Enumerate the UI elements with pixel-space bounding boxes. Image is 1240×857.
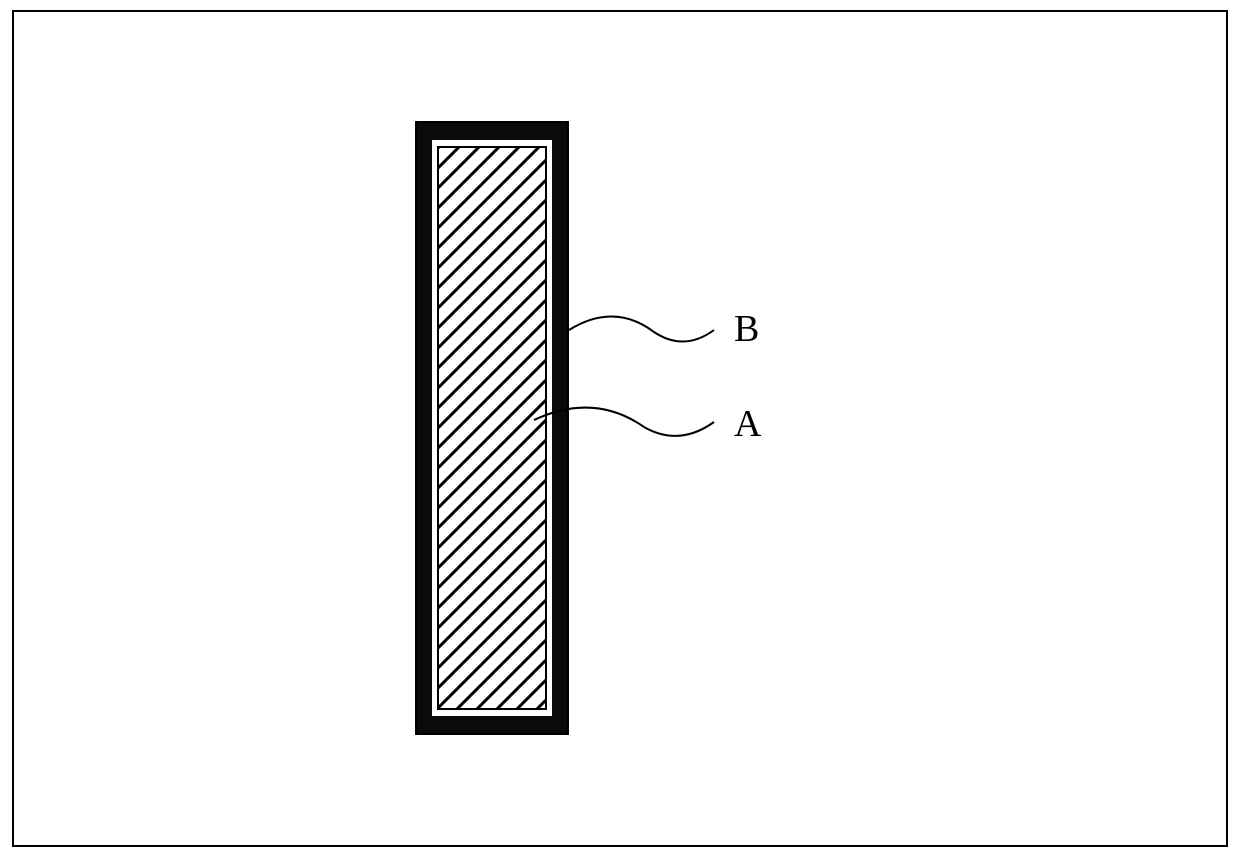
diagram-svg [14,12,1230,849]
diagram-container: B A [14,12,1226,845]
diagram-frame: B A [12,10,1228,847]
inner-region-a [438,147,546,709]
leader-line-b [569,316,714,341]
label-a: A [734,402,761,446]
label-b: B [734,307,759,351]
